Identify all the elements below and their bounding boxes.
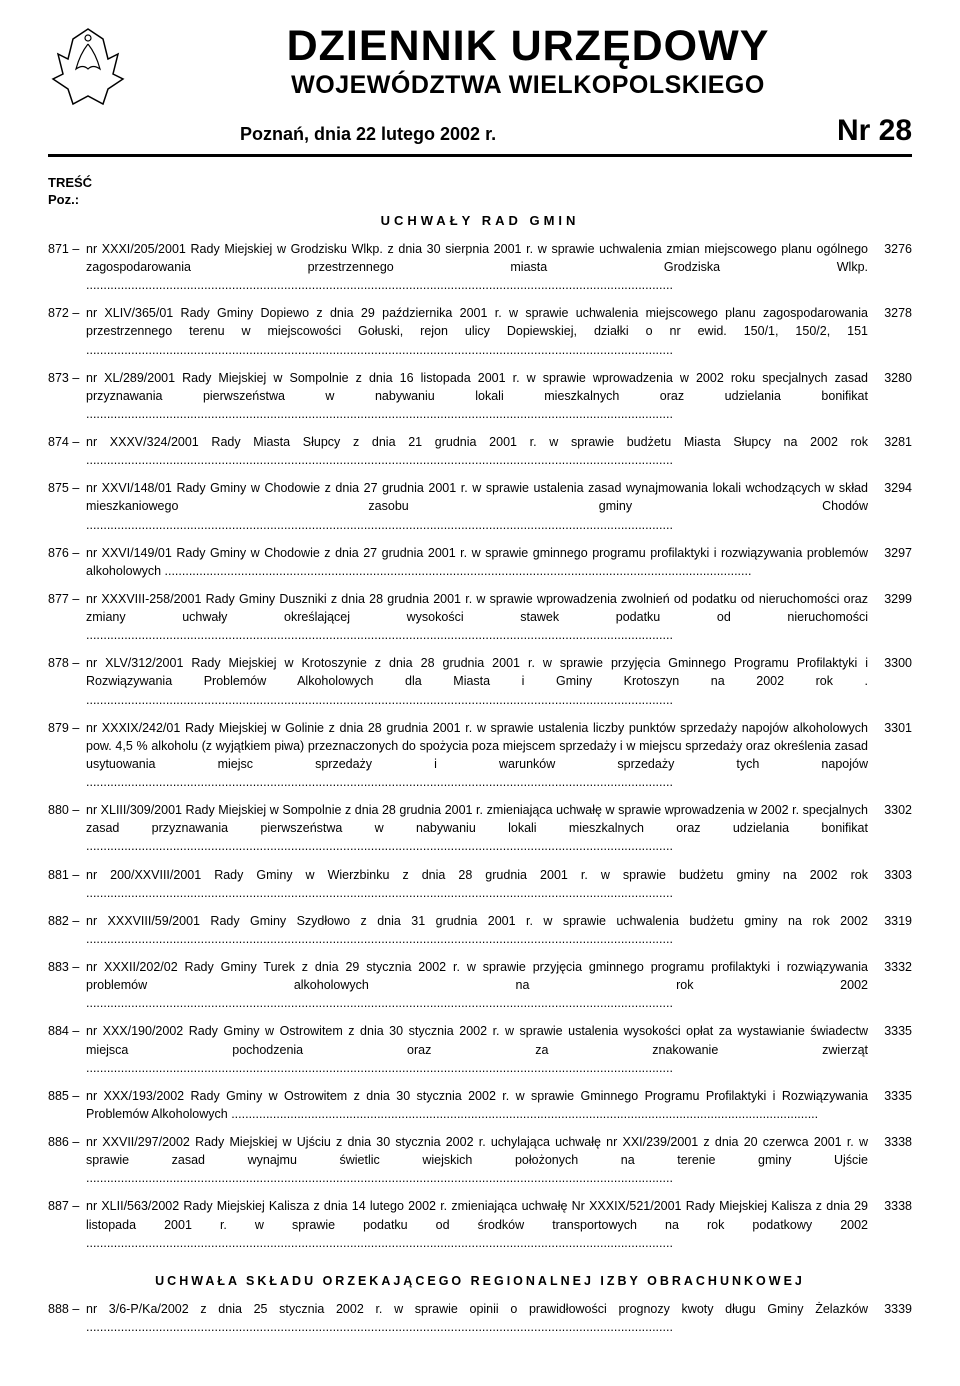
poz-text: Poz.: bbox=[48, 192, 912, 209]
toc-entry-number: 873 – bbox=[48, 369, 86, 387]
toc-entry-text: nr XXXII/202/02 Rady Gminy Turek z dnia … bbox=[86, 958, 868, 1012]
toc-entry-page: 3276 bbox=[868, 240, 912, 258]
toc-entry-text: nr XXVII/297/2002 Rady Miejskiej w Ujści… bbox=[86, 1133, 868, 1187]
toc-entry-page: 3301 bbox=[868, 719, 912, 737]
toc-entry-number: 888 – bbox=[48, 1300, 86, 1318]
toc-entry: 886 –nr XXVII/297/2002 Rady Miejskiej w … bbox=[48, 1133, 912, 1187]
toc-entry-text: nr XXXVIII-258/2001 Rady Gminy Duszniki … bbox=[86, 590, 868, 644]
toc-entry-number: 881 – bbox=[48, 866, 86, 884]
toc-entry-page: 3278 bbox=[868, 304, 912, 322]
page-header: DZIENNIK URZĘDOWY WOJEWÓDZTWA WIELKOPOLS… bbox=[48, 24, 912, 157]
toc-entry-number: 884 – bbox=[48, 1022, 86, 1040]
toc-entry-text: nr XLII/563/2002 Rady Miejskiej Kalisza … bbox=[86, 1197, 868, 1251]
toc-entry-number: 878 – bbox=[48, 654, 86, 672]
toc-entry-page: 3297 bbox=[868, 544, 912, 562]
toc-entry-page: 3319 bbox=[868, 912, 912, 930]
toc-entry: 871 –nr XXXI/205/2001 Rady Miejskiej w G… bbox=[48, 240, 912, 294]
toc-entry: 878 –nr XLV/312/2001 Rady Miejskiej w Kr… bbox=[48, 654, 912, 708]
toc-entry: 880 –nr XLIII/309/2001 Rady Miejskiej w … bbox=[48, 801, 912, 855]
toc-entry-number: 885 – bbox=[48, 1087, 86, 1105]
toc-entry-text: nr XXXI/205/2001 Rady Miejskiej w Grodzi… bbox=[86, 240, 868, 294]
toc-entry-text: nr XXXVIII/59/2001 Rady Gminy Szydłowo z… bbox=[86, 912, 868, 948]
toc-entry: 887 –nr XLII/563/2002 Rady Miejskiej Kal… bbox=[48, 1197, 912, 1251]
toc-entry: 888 –nr 3/6-P/Ka/2002 z dnia 25 stycznia… bbox=[48, 1300, 912, 1336]
toc-entry-number: 879 – bbox=[48, 719, 86, 737]
toc-entry: 882 –nr XXXVIII/59/2001 Rady Gminy Szydł… bbox=[48, 912, 912, 948]
journal-subtitle: WOJEWÓDZTWA WIELKOPOLSKIEGO bbox=[144, 71, 912, 100]
toc-entry-page: 3302 bbox=[868, 801, 912, 819]
toc-entry-number: 882 – bbox=[48, 912, 86, 930]
toc-entry-page: 3300 bbox=[868, 654, 912, 672]
toc-entry-text: nr XLV/312/2001 Rady Miejskiej w Krotosz… bbox=[86, 654, 868, 708]
toc-entry-text: nr XXXIX/242/01 Rady Miejskiej w Golinie… bbox=[86, 719, 868, 792]
toc-entry-text: nr XXX/193/2002 Rady Gminy w Ostrowitem … bbox=[86, 1087, 868, 1123]
toc-entry-number: 880 – bbox=[48, 801, 86, 819]
toc-entry-number: 876 – bbox=[48, 544, 86, 562]
toc-entry-page: 3280 bbox=[868, 369, 912, 387]
toc-entry-number: 875 – bbox=[48, 479, 86, 497]
toc-entry: 872 –nr XLIV/365/01 Rady Gminy Dopiewo z… bbox=[48, 304, 912, 358]
toc-entry-page: 3303 bbox=[868, 866, 912, 884]
section-heading-uchwaly: UCHWAŁY RAD GMIN bbox=[48, 213, 912, 228]
toc-entry-text: nr XLIII/309/2001 Rady Miejskiej w Sompo… bbox=[86, 801, 868, 855]
toc-entry-page: 3281 bbox=[868, 433, 912, 451]
toc-entry-text: nr XLIV/365/01 Rady Gminy Dopiewo z dnia… bbox=[86, 304, 868, 358]
toc-list-bottom: 888 –nr 3/6-P/Ka/2002 z dnia 25 stycznia… bbox=[48, 1300, 912, 1336]
toc-entry-text: nr XXXV/324/2001 Rady Miasta Słupcy z dn… bbox=[86, 433, 868, 469]
toc-entry: 879 –nr XXXIX/242/01 Rady Miejskiej w Go… bbox=[48, 719, 912, 792]
toc-entry: 885 –nr XXX/193/2002 Rady Gminy w Ostrow… bbox=[48, 1087, 912, 1123]
toc-entry: 874 –nr XXXV/324/2001 Rady Miasta Słupcy… bbox=[48, 433, 912, 469]
toc-entry-number: 871 – bbox=[48, 240, 86, 258]
toc-entry: 884 –nr XXX/190/2002 Rady Gminy w Ostrow… bbox=[48, 1022, 912, 1076]
toc-entry-number: 886 – bbox=[48, 1133, 86, 1151]
toc-entry: 873 –nr XL/289/2001 Rady Miejskiej w Som… bbox=[48, 369, 912, 423]
toc-entry-page: 3335 bbox=[868, 1022, 912, 1040]
toc-entry-text: nr XXVI/148/01 Rady Gminy w Chodowie z d… bbox=[86, 479, 868, 533]
toc-entry-number: 872 – bbox=[48, 304, 86, 322]
toc-entry-text: nr XXVI/149/01 Rady Gminy w Chodowie z d… bbox=[86, 544, 868, 580]
toc-entry-text: nr XL/289/2001 Rady Miejskiej w Sompolni… bbox=[86, 369, 868, 423]
contents-label: TREŚĆ Poz.: bbox=[48, 175, 912, 209]
toc-entry: 881 –nr 200/XXVIII/2001 Rady Gminy w Wie… bbox=[48, 866, 912, 902]
eagle-emblem-icon bbox=[48, 24, 128, 114]
toc-entry-number: 887 – bbox=[48, 1197, 86, 1215]
toc-entry-number: 877 – bbox=[48, 590, 86, 608]
place-date: Poznań, dnia 22 lutego 2002 r. bbox=[240, 124, 496, 145]
toc-entry: 876 –nr XXVI/149/01 Rady Gminy w Chodowi… bbox=[48, 544, 912, 580]
toc-entry: 877 –nr XXXVIII-258/2001 Rady Gminy Dusz… bbox=[48, 590, 912, 644]
toc-entry-number: 883 – bbox=[48, 958, 86, 976]
toc-entry-text: nr XXX/190/2002 Rady Gminy w Ostrowitem … bbox=[86, 1022, 868, 1076]
toc-entry-page: 3299 bbox=[868, 590, 912, 608]
issue-number: Nr 28 bbox=[837, 114, 912, 148]
toc-entry-text: nr 3/6-P/Ka/2002 z dnia 25 stycznia 2002… bbox=[86, 1300, 868, 1336]
toc-entry-page: 3338 bbox=[868, 1197, 912, 1215]
toc-entry-page: 3338 bbox=[868, 1133, 912, 1151]
toc-entry-text: nr 200/XXVIII/2001 Rady Gminy w Wierzbin… bbox=[86, 866, 868, 902]
journal-title: DZIENNIK URZĘDOWY bbox=[144, 24, 912, 69]
toc-entry-number: 874 – bbox=[48, 433, 86, 451]
toc-entry: 875 –nr XXVI/148/01 Rady Gminy w Chodowi… bbox=[48, 479, 912, 533]
toc-entry-page: 3294 bbox=[868, 479, 912, 497]
toc-entry-page: 3332 bbox=[868, 958, 912, 976]
section-heading-rio: UCHWAŁA SKŁADU ORZEKAJĄCEGO REGIONALNEJ … bbox=[48, 1274, 912, 1288]
tresc-text: TREŚĆ bbox=[48, 175, 912, 192]
toc-entry-page: 3339 bbox=[868, 1300, 912, 1318]
toc-list: 871 –nr XXXI/205/2001 Rady Miejskiej w G… bbox=[48, 240, 912, 1252]
toc-entry: 883 –nr XXXII/202/02 Rady Gminy Turek z … bbox=[48, 958, 912, 1012]
toc-entry-page: 3335 bbox=[868, 1087, 912, 1105]
